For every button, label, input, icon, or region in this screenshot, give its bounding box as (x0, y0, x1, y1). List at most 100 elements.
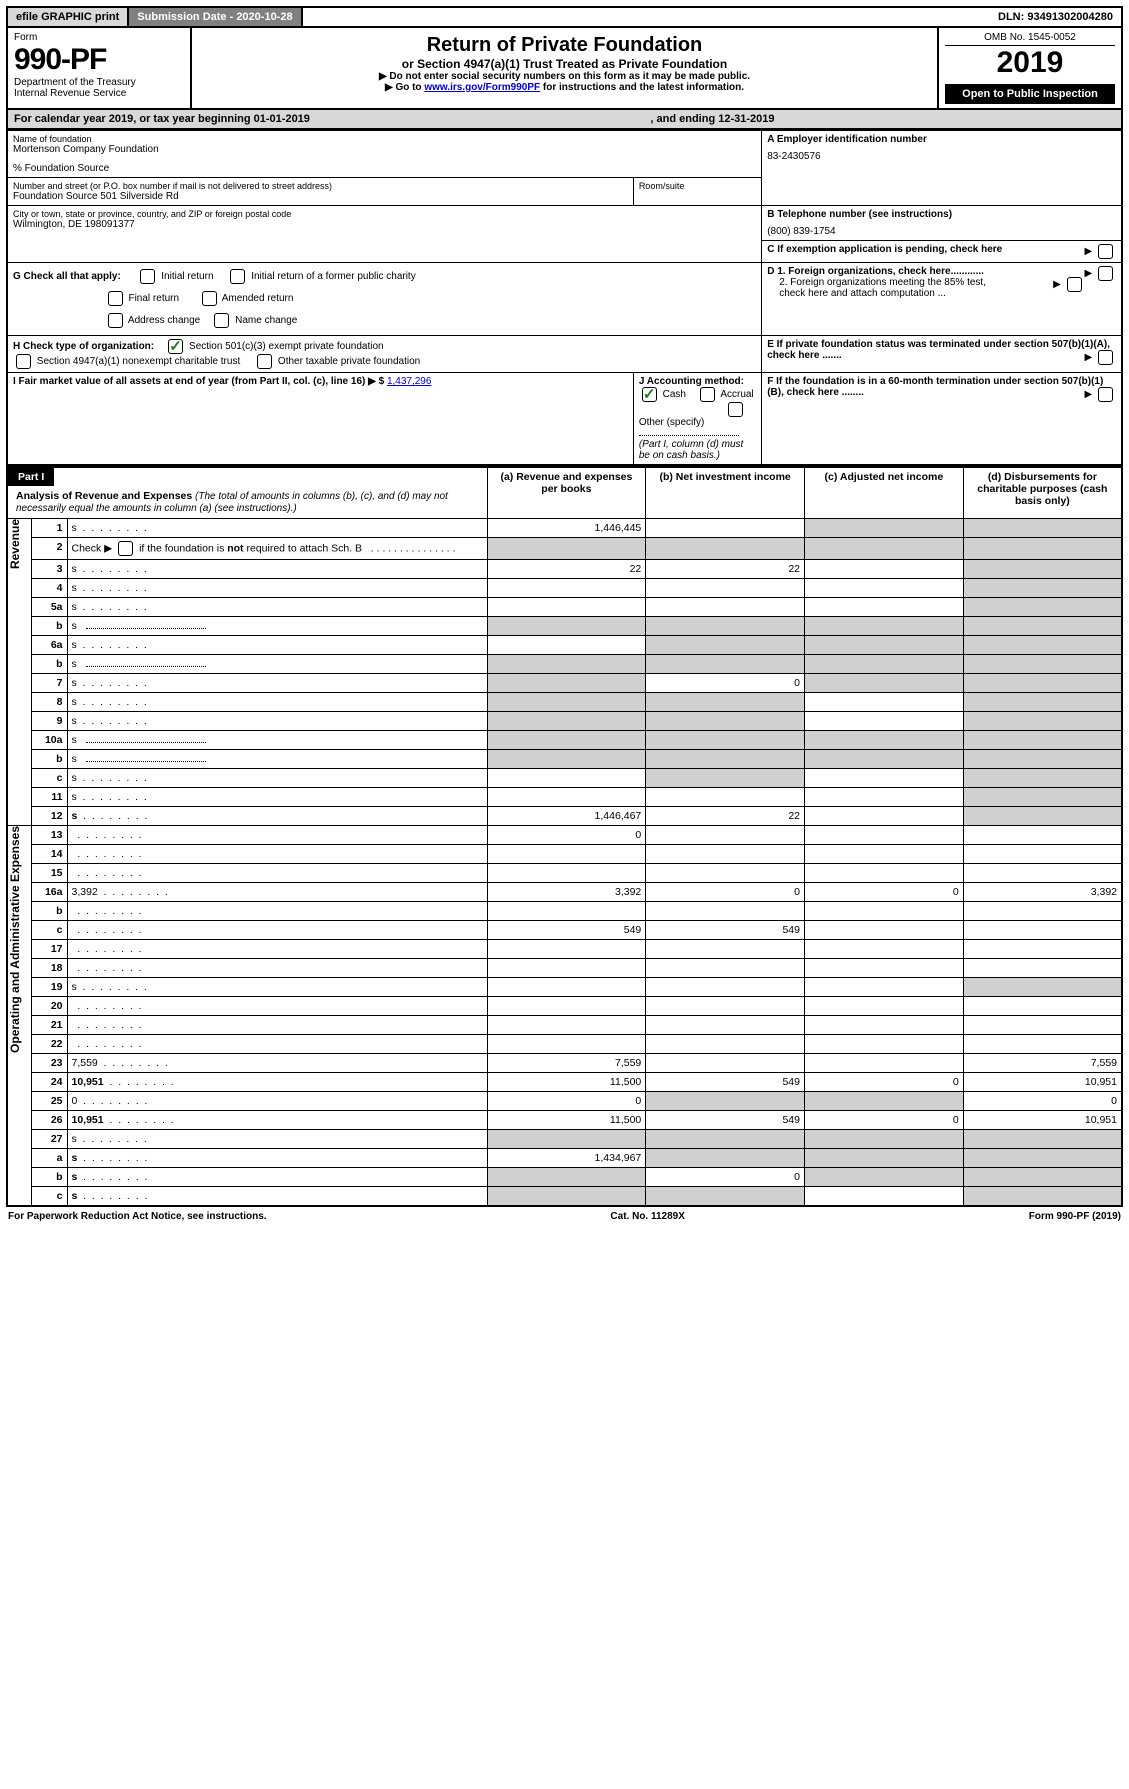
calendar-bar: For calendar year 2019, or tax year begi… (6, 110, 1123, 130)
e-label: E If private foundation status was termi… (767, 339, 1110, 361)
table-row: 9s . . . . . . . . (7, 712, 1122, 731)
opt-final: Final return (128, 293, 179, 304)
chk-namechange[interactable] (214, 313, 229, 328)
table-row: Revenue1s . . . . . . . .1,446,445 (7, 519, 1122, 538)
table-row: 4s . . . . . . . . (7, 579, 1122, 598)
chk-other-method[interactable] (728, 402, 743, 417)
efile-btn[interactable]: efile GRAPHIC print (8, 8, 129, 26)
row-num: b (31, 655, 67, 674)
f-checkbox[interactable] (1098, 387, 1113, 402)
chk-4947[interactable] (16, 354, 31, 369)
d2-checkbox[interactable] (1067, 277, 1082, 292)
table-row: 12s . . . . . . . .1,446,46722 (7, 807, 1122, 826)
foundation-source: % Foundation Source (13, 163, 756, 174)
row-num: 10a (31, 731, 67, 750)
cell-a (487, 636, 646, 655)
form-number: 990-PF (14, 43, 184, 77)
row-num: b (31, 617, 67, 636)
row-desc: . . . . . . . . (67, 1016, 487, 1035)
cell-b (646, 788, 805, 807)
cell-c (805, 1016, 964, 1035)
foundation-name: Mortenson Company Foundation (13, 144, 756, 155)
row-num: 2 (31, 538, 67, 560)
cell-c (805, 519, 964, 538)
chk-amended[interactable] (202, 291, 217, 306)
chk-address[interactable] (108, 313, 123, 328)
chk-final[interactable] (108, 291, 123, 306)
cell-b (646, 598, 805, 617)
row-num: 23 (31, 1054, 67, 1073)
cell-b (646, 636, 805, 655)
row-num: 17 (31, 940, 67, 959)
city-value: Wilmington, DE 198091377 (13, 219, 756, 230)
form990pf-link[interactable]: www.irs.gov/Form990PF (424, 82, 540, 93)
cell-c (805, 902, 964, 921)
d1-label: D 1. Foreign organizations, check here..… (767, 266, 984, 277)
row-desc: 10,951 . . . . . . . . (67, 1073, 487, 1092)
cell-c (805, 538, 964, 560)
cell-c (805, 845, 964, 864)
table-row: 2610,951 . . . . . . . .11,500549010,951 (7, 1111, 1122, 1130)
cell-d (963, 1187, 1122, 1207)
ein-value: 83-2430576 (767, 151, 1116, 162)
opt-namechange: Name change (235, 315, 297, 326)
cell-d (963, 579, 1122, 598)
row-desc: s . . . . . . . . (67, 693, 487, 712)
cell-c: 0 (805, 883, 964, 902)
table-row: 5as . . . . . . . . (7, 598, 1122, 617)
cell-c: 0 (805, 1073, 964, 1092)
table-row: 17 . . . . . . . . (7, 940, 1122, 959)
cal-end: , and ending 12-31-2019 (650, 113, 774, 125)
chk-initial-former[interactable] (230, 269, 245, 284)
table-row: 237,559 . . . . . . . .7,5597,559 (7, 1054, 1122, 1073)
g-label: G Check all that apply: (13, 271, 121, 282)
chk-initial[interactable] (140, 269, 155, 284)
cell-b (646, 769, 805, 788)
dln: DLN: 93491302004280 (990, 8, 1121, 26)
cell-d (963, 731, 1122, 750)
footer-left: For Paperwork Reduction Act Notice, see … (8, 1211, 267, 1222)
cell-b (646, 1054, 805, 1073)
cell-a (487, 538, 646, 560)
chk-501c3[interactable] (168, 339, 183, 354)
table-row: c . . . . . . . .549549 (7, 921, 1122, 940)
cell-d (963, 959, 1122, 978)
cell-a: 1,446,445 (487, 519, 646, 538)
chk-cash[interactable] (642, 387, 657, 402)
c-checkbox[interactable] (1098, 244, 1113, 259)
table-row: as . . . . . . . .1,434,967 (7, 1149, 1122, 1168)
cell-b: 22 (646, 807, 805, 826)
cell-d (963, 750, 1122, 769)
d1-checkbox[interactable] (1098, 266, 1113, 281)
row-desc: 0 . . . . . . . . (67, 1092, 487, 1111)
table-row: 250 . . . . . . . .00 (7, 1092, 1122, 1111)
e-checkbox[interactable] (1098, 350, 1113, 365)
chk-schb[interactable] (118, 541, 133, 556)
cell-b (646, 538, 805, 560)
cell-b (646, 959, 805, 978)
name-label: Name of foundation (13, 134, 756, 144)
cell-c (805, 940, 964, 959)
row-num: 9 (31, 712, 67, 731)
cell-b: 549 (646, 1073, 805, 1092)
fmv-link[interactable]: 1,437,296 (387, 376, 432, 387)
opt-other-method: Other (specify) (639, 417, 705, 428)
cell-c (805, 731, 964, 750)
cell-a (487, 674, 646, 693)
chk-other-taxable[interactable] (257, 354, 272, 369)
cell-d (963, 978, 1122, 997)
row-desc: s (67, 731, 487, 750)
cell-c (805, 997, 964, 1016)
row-desc: s . . . . . . . . (67, 769, 487, 788)
cell-c (805, 1035, 964, 1054)
cell-b (646, 731, 805, 750)
opt-4947: Section 4947(a)(1) nonexempt charitable … (37, 356, 240, 367)
table-row: bs (7, 750, 1122, 769)
col-c-hdr: (c) Adjusted net income (805, 467, 964, 519)
cell-a (487, 788, 646, 807)
cell-c (805, 1168, 964, 1187)
chk-accrual[interactable] (700, 387, 715, 402)
ein-label: A Employer identification number (767, 134, 1116, 145)
cell-c (805, 560, 964, 579)
form-label: Form (14, 32, 184, 43)
